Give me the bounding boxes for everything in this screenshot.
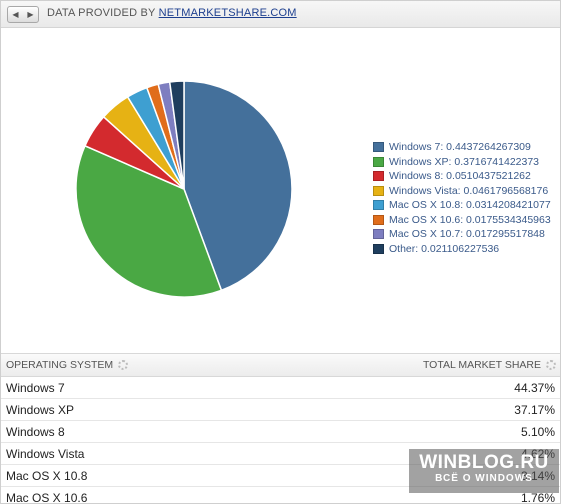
market-share-cell: 37.17% — [514, 403, 555, 417]
legend-swatch — [373, 214, 384, 225]
pie-slice-other[interactable] — [168, 80, 185, 190]
os-name-cell: Windows Vista — [6, 447, 85, 461]
watermark-main: WINBLOG.RU — [419, 452, 549, 473]
legend-swatch — [373, 142, 384, 153]
table-row[interactable]: Windows 7 44.37% — [1, 377, 560, 399]
os-name-cell: Windows 7 — [6, 381, 65, 395]
chart-area — [1, 28, 560, 353]
market-share-cell: 5.10% — [520, 425, 555, 439]
source-prefix: DATA PROVIDED BY — [47, 7, 156, 19]
column-header-os-label: OPERATING SYSTEM — [6, 359, 114, 371]
triangle-right-icon[interactable]: ▶ — [27, 10, 34, 19]
table-row[interactable]: Mac OS X 10.6 1.76% — [1, 487, 560, 504]
market-share-table: OPERATING SYSTEM TOTAL MARKET SHARE Wind… — [1, 353, 560, 504]
market-share-cell: 1.76% — [520, 491, 555, 504]
legend-item[interactable]: Windows 7: 0.4437264267309 — [373, 140, 551, 155]
os-name-cell: Windows XP — [6, 403, 75, 417]
legend-swatch — [373, 171, 384, 182]
legend-item[interactable]: Windows 8: 0.0510437521262 — [373, 169, 551, 184]
legend-label: Windows XP: 0.3716741422373 — [389, 155, 540, 168]
os-name-cell: Mac OS X 10.8 — [6, 469, 88, 483]
os-name-cell: Mac OS X 10.6 — [6, 491, 88, 504]
market-share-cell: 44.37% — [514, 381, 555, 395]
legend-label: Mac OS X 10.6: 0.0175534345963 — [389, 213, 551, 226]
legend-label: Mac OS X 10.7: 0.017295517848 — [389, 228, 545, 241]
chart-legend: Windows 7: 0.4437264267309 Windows XP: 0.… — [373, 140, 551, 256]
legend-label: Windows Vista: 0.0461796568176 — [389, 184, 549, 197]
legend-item[interactable]: Other: 0.021106227536 — [373, 242, 551, 257]
watermark-sub: ВСЁ О WINDOWS — [435, 473, 533, 484]
legend-item[interactable]: Windows Vista: 0.0461796568176 — [373, 184, 551, 199]
legend-swatch — [373, 200, 384, 211]
gear-icon[interactable] — [546, 360, 556, 370]
legend-swatch — [373, 243, 384, 254]
legend-swatch — [373, 185, 384, 196]
table-row[interactable]: Windows XP 37.17% — [1, 399, 560, 421]
legend-item[interactable]: Windows XP: 0.3716741422373 — [373, 155, 551, 170]
legend-label: Windows 8: 0.0510437521262 — [389, 170, 531, 183]
legend-item[interactable]: Mac OS X 10.8: 0.0314208421077 — [373, 198, 551, 213]
triangle-left-icon[interactable]: ◀ — [12, 10, 19, 19]
pie-slice-windows-7[interactable] — [183, 80, 293, 292]
table-row[interactable]: Windows 8 5.10% — [1, 421, 560, 443]
watermark: WINBLOG.RU ВСЁ О WINDOWS — [409, 449, 559, 493]
column-header-share[interactable]: TOTAL MARKET SHARE — [423, 359, 556, 371]
legend-label: Other: 0.021106227536 — [389, 242, 500, 255]
legend-label: Windows 7: 0.4437264267309 — [389, 141, 531, 154]
column-header-os[interactable]: OPERATING SYSTEM — [6, 359, 129, 371]
chart-nav-control[interactable]: ◀ ▶ — [7, 6, 39, 23]
legend-swatch — [373, 229, 384, 240]
column-header-share-label: TOTAL MARKET SHARE — [422, 359, 541, 371]
pie-chart — [75, 80, 293, 298]
legend-swatch — [373, 156, 384, 167]
data-source: DATA PROVIDED BY NETMARKETSHARE.COM — [47, 7, 297, 19]
gear-icon[interactable] — [118, 360, 129, 370]
table-header: OPERATING SYSTEM TOTAL MARKET SHARE — [1, 353, 560, 377]
os-name-cell: Windows 8 — [6, 425, 65, 439]
source-link[interactable]: NETMARKETSHARE.COM — [158, 7, 297, 19]
pie-slice-windows-xp[interactable] — [75, 144, 223, 298]
legend-label: Mac OS X 10.8: 0.0314208421077 — [389, 199, 551, 212]
legend-item[interactable]: Mac OS X 10.6: 0.0175534345963 — [373, 213, 551, 228]
source-bar: ◀ ▶ DATA PROVIDED BY NETMARKETSHARE.COM — [1, 1, 560, 28]
legend-item[interactable]: Mac OS X 10.7: 0.017295517848 — [373, 227, 551, 242]
